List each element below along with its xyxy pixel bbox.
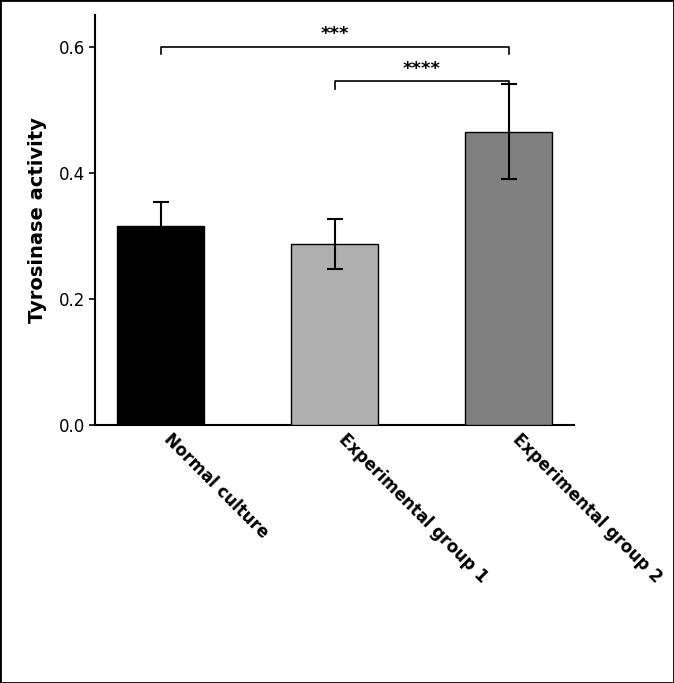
- Bar: [117, 226, 204, 425]
- Text: ****: ****: [403, 60, 441, 78]
- Y-axis label: Tyrosinase activity: Tyrosinase activity: [28, 117, 47, 323]
- Bar: [291, 244, 378, 425]
- Bar: [465, 132, 552, 425]
- Text: ***: ***: [320, 25, 349, 44]
